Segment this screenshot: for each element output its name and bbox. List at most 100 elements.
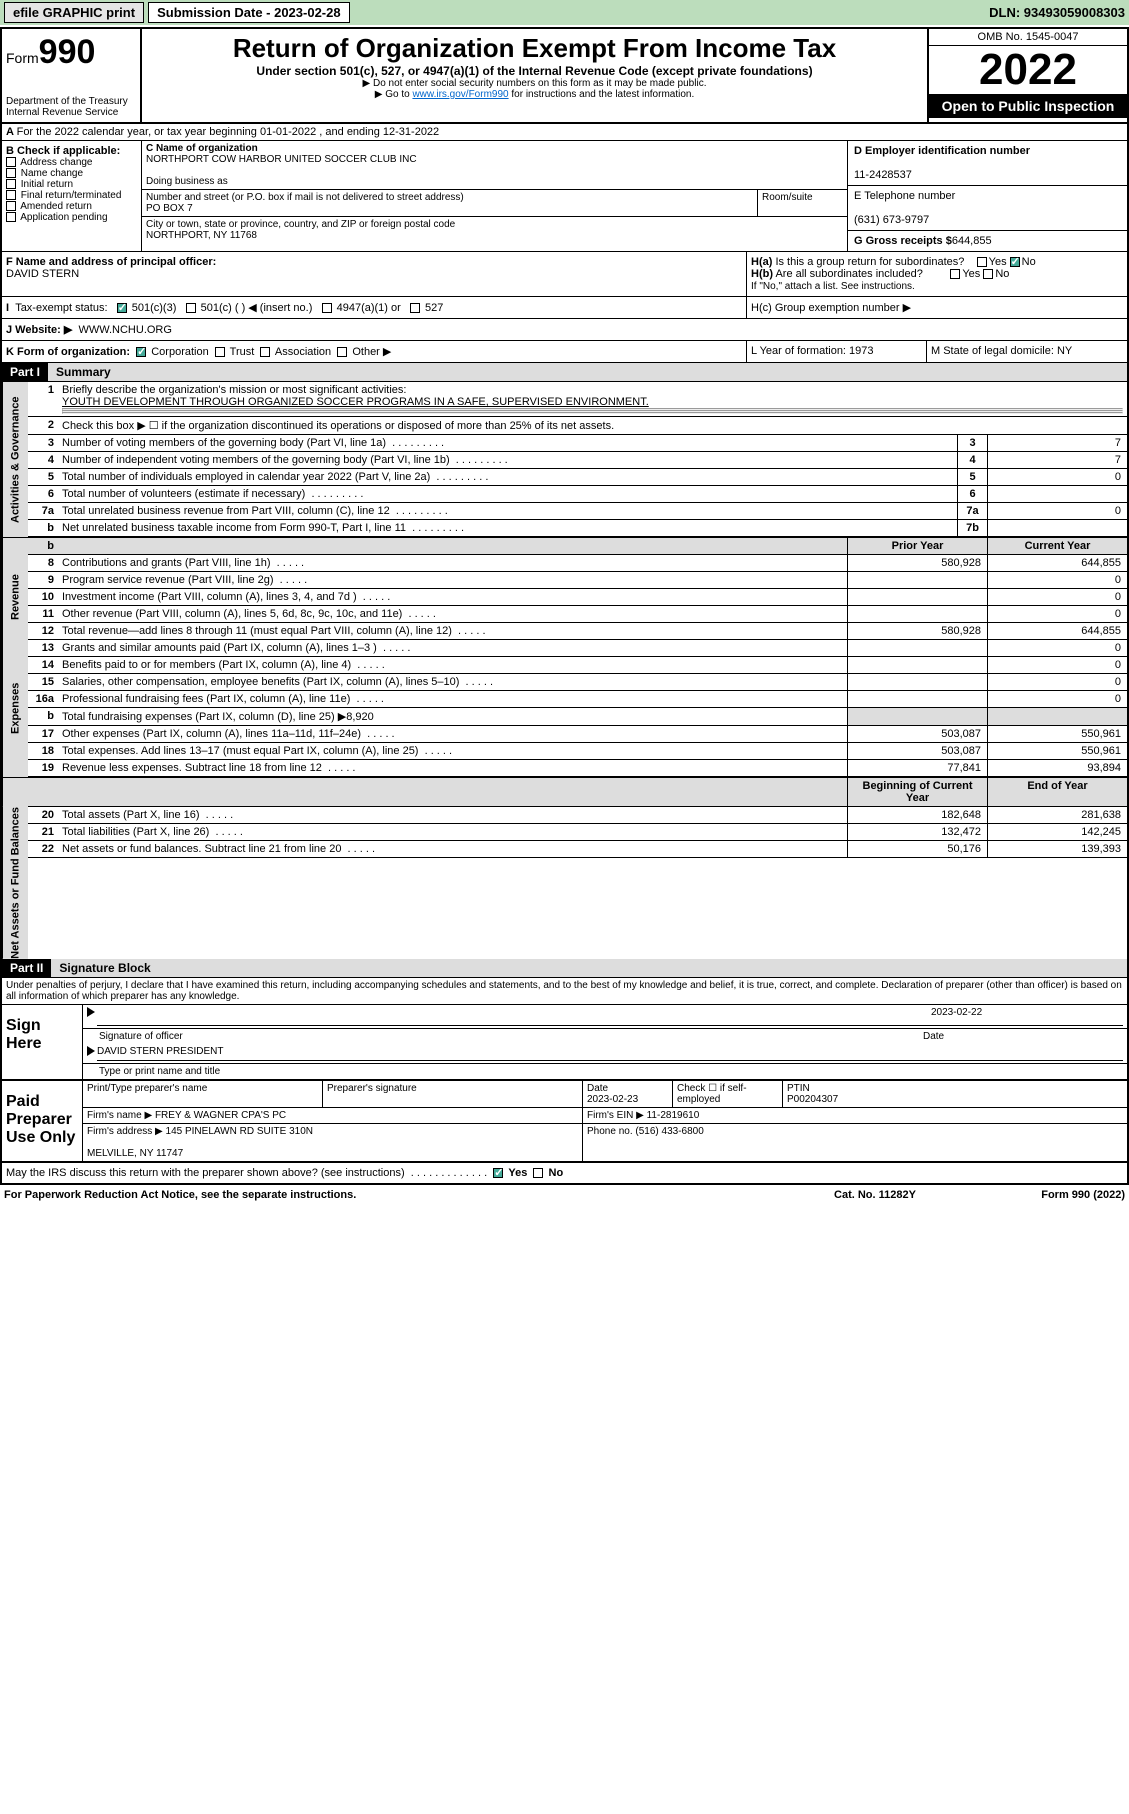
sig-date-value: 2023-02-22	[923, 1007, 1123, 1026]
line-desc: Program service revenue (Part VIII, line…	[58, 572, 847, 588]
irs-label: Internal Revenue Service	[6, 107, 136, 118]
current-value: 0	[987, 657, 1127, 673]
part2-header: Part II	[2, 959, 51, 977]
form-header: Form990 Department of the Treasury Inter…	[2, 29, 1127, 124]
prior-value	[847, 640, 987, 656]
prep-ptin: PTINP00204307	[783, 1081, 1127, 1108]
line1-mission: Briefly describe the organization's miss…	[58, 382, 1127, 416]
prior-value: 580,928	[847, 555, 987, 571]
prep-name-label: Print/Type preparer's name	[83, 1081, 323, 1108]
may-irs-discuss: May the IRS discuss this return with the…	[2, 1163, 1127, 1183]
line-value: 7	[987, 452, 1127, 468]
prior-value	[847, 674, 987, 690]
submission-date: Submission Date - 2023-02-28	[148, 2, 350, 23]
name-title-label: Type or print name and title	[99, 1066, 220, 1077]
tab-expenses: Expenses	[2, 640, 28, 777]
current-value: 0	[987, 674, 1127, 690]
line-desc: Number of voting members of the governin…	[58, 435, 957, 451]
section-b: B Check if applicable: Address change Na…	[2, 141, 142, 251]
firm-ein: Firm's EIN ▶ 11-2819610	[583, 1108, 1127, 1124]
part2-title: Signature Block	[51, 959, 1127, 977]
current-value: 0	[987, 589, 1127, 605]
current-value: 0	[987, 572, 1127, 588]
current-value: 142,245	[987, 824, 1127, 840]
col-end: End of Year	[987, 778, 1127, 806]
current-value: 550,961	[987, 743, 1127, 759]
prior-value	[847, 572, 987, 588]
tax-exempt-status: I Tax-exempt status: 501(c)(3) 501(c) ( …	[2, 297, 747, 318]
line-desc: Investment income (Part VIII, column (A)…	[58, 589, 847, 605]
prep-self-employed: Check ☐ if self-employed	[673, 1081, 783, 1108]
officer-box: F Name and address of principal officer:…	[2, 252, 747, 296]
prior-value: 580,928	[847, 623, 987, 639]
part1-header: Part I	[2, 363, 48, 381]
line-desc: Total unrelated business revenue from Pa…	[58, 503, 957, 519]
line-desc: Net assets or fund balances. Subtract li…	[58, 841, 847, 857]
prior-value	[847, 589, 987, 605]
firm-name: Firm's name ▶ FREY & WAGNER CPA'S PC	[83, 1108, 583, 1124]
line-desc: Total revenue—add lines 8 through 11 (mu…	[58, 623, 847, 639]
form-container: Form990 Department of the Treasury Inter…	[0, 27, 1129, 1185]
tax-year-line: A For the 2022 calendar year, or tax yea…	[2, 124, 1127, 141]
line-desc: Total liabilities (Part X, line 26) . . …	[58, 824, 847, 840]
prior-value: 503,087	[847, 726, 987, 742]
line-desc: Contributions and grants (Part VIII, lin…	[58, 555, 847, 571]
line-desc: Total fundraising expenses (Part IX, col…	[58, 708, 847, 725]
open-inspection: Open to Public Inspection	[929, 94, 1127, 118]
form-title: Return of Organization Exempt From Incom…	[146, 33, 923, 64]
tab-governance: Activities & Governance	[2, 382, 28, 537]
tab-netassets: Net Assets or Fund Balances	[2, 807, 28, 959]
room-suite: Room/suite	[757, 190, 847, 217]
phone-box: E Telephone number(631) 673-9797	[848, 186, 1127, 231]
form-number: Form990	[6, 33, 136, 72]
line-desc: Salaries, other compensation, employee b…	[58, 674, 847, 690]
omb-number: OMB No. 1545-0047	[929, 29, 1127, 46]
line-desc: Total number of volunteers (estimate if …	[58, 486, 957, 502]
line-desc: Grants and similar amounts paid (Part IX…	[58, 640, 847, 656]
tab-revenue: Revenue	[2, 555, 28, 640]
line-desc: Professional fundraising fees (Part IX, …	[58, 691, 847, 707]
org-name-box: C Name of organization NORTHPORT COW HAR…	[142, 141, 847, 190]
address-box: Number and street (or P.O. box if mail i…	[142, 190, 757, 217]
line-value: 0	[987, 503, 1127, 519]
col-prior: Prior Year	[847, 538, 987, 554]
current-value: 93,894	[987, 760, 1127, 776]
form-note1: ▶ Do not enter social security numbers o…	[146, 78, 923, 89]
form-of-org: K Form of organization: Corporation Trus…	[2, 341, 747, 362]
line-value	[987, 486, 1127, 502]
prior-value: 50,176	[847, 841, 987, 857]
year-formation: L Year of formation: 1973	[747, 341, 927, 362]
efile-print-button[interactable]: efile GRAPHIC print	[4, 2, 144, 23]
line-value	[987, 520, 1127, 536]
col-beginning: Beginning of Current Year	[847, 778, 987, 806]
page-footer: For Paperwork Reduction Act Notice, see …	[0, 1185, 1129, 1205]
line-desc: Net unrelated business taxable income fr…	[58, 520, 957, 536]
line-desc: Total expenses. Add lines 13–17 (must eq…	[58, 743, 847, 759]
line-desc: Other revenue (Part VIII, column (A), li…	[58, 606, 847, 622]
arrow-icon	[87, 1046, 95, 1056]
part1-title: Summary	[48, 363, 1127, 381]
irs-link[interactable]: www.irs.gov/Form990	[412, 89, 508, 100]
sig-date-label: Date	[923, 1031, 1123, 1042]
col-current: Current Year	[987, 538, 1127, 554]
declaration: Under penalties of perjury, I declare th…	[2, 978, 1127, 1005]
dln-label: DLN: 93493059008303	[989, 5, 1125, 20]
firm-address: Firm's address ▶ 145 PINELAWN RD SUITE 3…	[83, 1124, 583, 1161]
current-value: 0	[987, 606, 1127, 622]
current-value: 139,393	[987, 841, 1127, 857]
sign-here-label: Sign Here	[2, 1005, 82, 1079]
line-desc: Benefits paid to or for members (Part IX…	[58, 657, 847, 673]
line-desc: Total assets (Part X, line 16) . . . . .	[58, 807, 847, 823]
line-desc: Total number of individuals employed in …	[58, 469, 957, 485]
current-value: 550,961	[987, 726, 1127, 742]
group-return-box: H(a) Is this a group return for subordin…	[747, 252, 1127, 296]
city-box: City or town, state or province, country…	[142, 217, 847, 243]
line-value: 0	[987, 469, 1127, 485]
state-domicile: M State of legal domicile: NY	[927, 341, 1127, 362]
current-value: 281,638	[987, 807, 1127, 823]
prior-value	[847, 657, 987, 673]
arrow-icon	[87, 1007, 95, 1017]
current-value: 0	[987, 640, 1127, 656]
current-value: 0	[987, 691, 1127, 707]
firm-phone: Phone no. (516) 433-6800	[583, 1124, 1127, 1161]
